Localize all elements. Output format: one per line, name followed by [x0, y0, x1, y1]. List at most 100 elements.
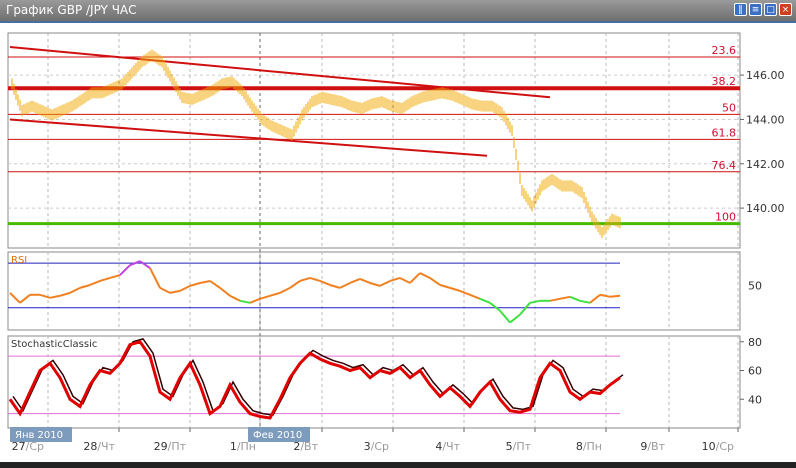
fibonacci-label: 23.6 [712, 44, 737, 57]
rsi-segment [159, 286, 171, 294]
trendline [9, 118, 488, 157]
maximize-button[interactable]: □ [764, 3, 777, 16]
minimize-button[interactable]: ≡ [749, 3, 762, 16]
rsi-segment [599, 293, 611, 298]
rsi-segment [179, 284, 191, 292]
rsi-segment [419, 272, 431, 279]
rsi-segment [559, 295, 571, 300]
y-tick-label: 142.00 [746, 158, 785, 171]
window-titlebar: График GBP /JPY ЧАС ‖ ≡ □ × [0, 0, 796, 23]
x-tick-label: 9/Вт [640, 440, 665, 453]
rsi-segment [219, 287, 231, 297]
panel-frame [7, 251, 741, 331]
panel-frame [7, 335, 741, 429]
rsi-segment [209, 280, 221, 289]
rsi-segment [269, 291, 281, 297]
rsi-segment [279, 286, 291, 294]
month-badge [10, 427, 72, 442]
rsi-segment [149, 267, 161, 289]
x-tick-label: 5/Пт [506, 440, 532, 453]
rsi-segment [439, 284, 451, 289]
x-tick-label: 28/Чт [83, 440, 115, 453]
fibonacci-label: 76.4 [712, 159, 737, 172]
rsi-segment [169, 289, 181, 294]
rsi-segment [399, 277, 411, 284]
month-label: Фев 2010 [253, 430, 302, 441]
rsi-segment [119, 264, 131, 276]
rsi-segment [449, 286, 461, 292]
rsi-segment [429, 277, 441, 286]
y-tick-label: 80 [748, 336, 762, 349]
rsi-segment [69, 286, 81, 294]
close-button[interactable]: × [779, 3, 792, 16]
rsi-segment [79, 284, 91, 289]
y-tick-label: 60 [748, 365, 762, 378]
rsi-segment [309, 277, 321, 282]
x-tick-label: 3/Ср [364, 440, 389, 453]
rsi-segment [229, 294, 241, 302]
rsi-segment [379, 280, 391, 287]
month-label: Янв 2010 [15, 430, 63, 441]
month-badge [248, 427, 310, 442]
rsi-segment [89, 280, 101, 286]
x-tick-label: 29/Пт [154, 440, 187, 453]
rsi-segment [299, 277, 311, 282]
x-tick-label: 4/Чт [435, 440, 460, 453]
panel-frame [7, 32, 741, 249]
rsi-segment [579, 299, 591, 304]
rsi-segment [549, 297, 561, 302]
rsi-segment [499, 310, 511, 324]
rsi-segment [189, 282, 201, 287]
y-tick-label: 50 [748, 279, 762, 292]
x-tick-label: 27/Ср [12, 440, 44, 453]
rsi-segment [569, 295, 581, 302]
rsi-segment [39, 293, 51, 299]
x-tick-label: 1/Пн [230, 440, 256, 453]
x-tick-label: 2/Вт [293, 440, 318, 453]
rsi-title: RSI [11, 255, 27, 266]
rsi-segment [589, 294, 601, 304]
stochastic-main-line [8, 340, 621, 420]
rsi-segment [359, 278, 371, 284]
rsi-segment [329, 284, 341, 289]
y-tick-label: 140.00 [746, 202, 785, 215]
rsi-segment [239, 299, 251, 304]
rsi-segment [489, 302, 501, 312]
rsi-segment [519, 302, 531, 316]
rsi-segment [99, 277, 111, 282]
rsi-segment [479, 297, 491, 304]
y-tick-label: 144.00 [746, 113, 785, 126]
rsi-segment [389, 277, 401, 282]
fibonacci-label: 38.2 [712, 75, 737, 88]
tile-button[interactable]: ‖ [734, 3, 747, 16]
rsi-segment [19, 294, 31, 304]
trendline [9, 45, 551, 99]
rsi-segment [49, 294, 61, 299]
rsi-segment [459, 289, 471, 296]
window-bottom-border [0, 462, 796, 468]
rsi-segment [9, 292, 21, 304]
rsi-segment [129, 260, 141, 267]
rsi-segment [289, 280, 301, 289]
rsi-segment [339, 282, 351, 289]
rsi-segment [199, 279, 211, 284]
rsi-segment [59, 291, 71, 297]
window-title: График GBP /JPY ЧАС [6, 3, 137, 17]
rsi-segment [409, 272, 421, 284]
rsi-segment [109, 274, 121, 279]
rsi-segment [249, 297, 261, 304]
rsi-segment [369, 282, 381, 287]
rsi-segment [319, 280, 331, 286]
rsi-segment [529, 299, 541, 304]
chart-canvas[interactable]: 140.00 142.00 144.00 146.00 23.6 38.2 50 61.8 76… [0, 23, 796, 462]
rsi-segment [509, 313, 521, 324]
y-tick-label: 146.00 [746, 69, 785, 82]
fibonacci-label: 50 [722, 101, 736, 114]
rsi-segment [349, 278, 361, 284]
rsi-segment [469, 293, 481, 300]
rsi-segment [259, 294, 271, 300]
y-tick-label: 40 [748, 393, 762, 406]
stochastic-title: StochasticClassic [11, 339, 97, 350]
rsi-segment [609, 294, 621, 298]
rsi-segment [139, 260, 151, 269]
